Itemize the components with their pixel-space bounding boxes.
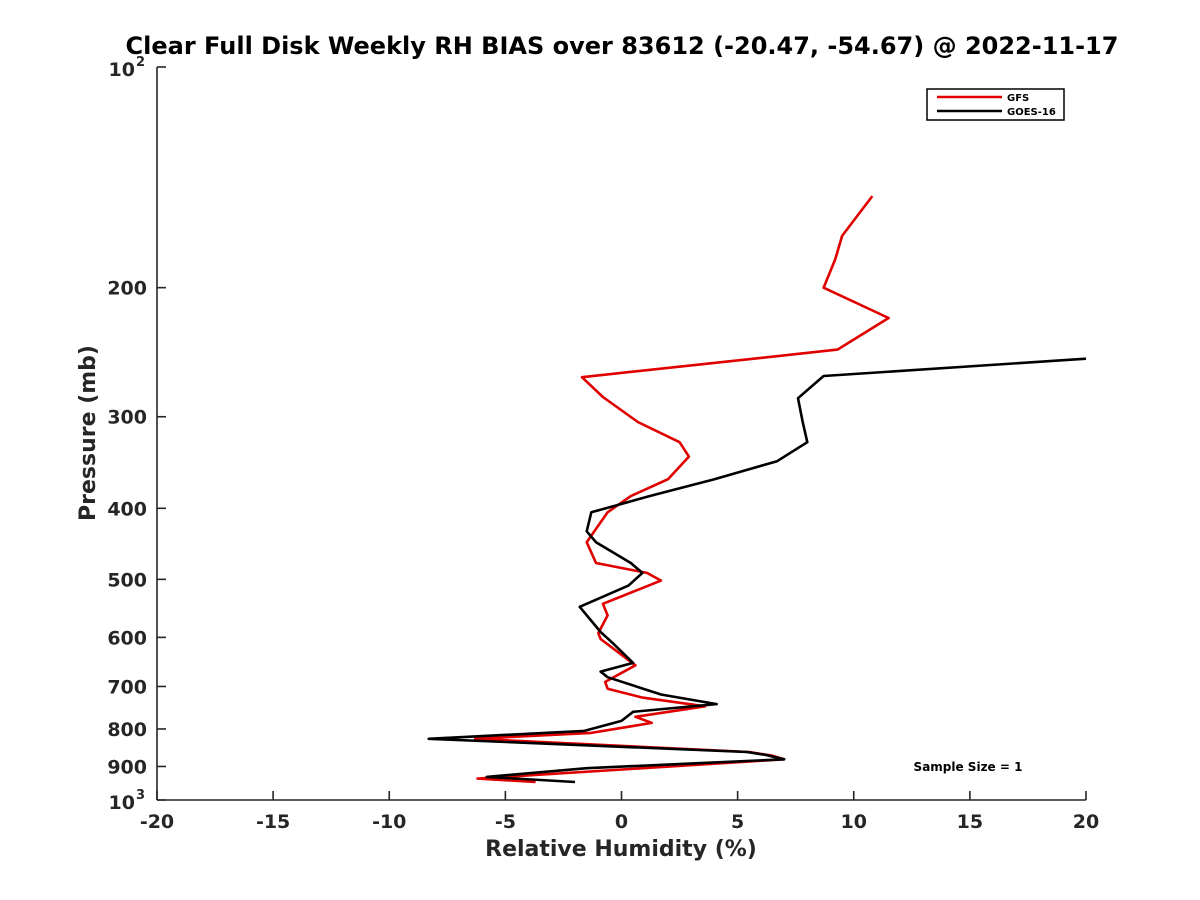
- y-tick-label: 900: [107, 756, 147, 778]
- x-tick-label: 10: [841, 811, 867, 833]
- x-tick-label: -20: [140, 811, 174, 833]
- series-layer: [427, 195, 1087, 784]
- chart-title: Clear Full Disk Weekly RH BIAS over 8361…: [126, 32, 1119, 60]
- x-tick-label: -15: [256, 811, 290, 833]
- y-tick-label: 700: [107, 676, 147, 698]
- y-axis-label: Pressure (mb): [76, 345, 101, 521]
- x-tick-label: 5: [731, 811, 744, 833]
- y-tick-label: 200: [107, 278, 147, 300]
- y-tick-label-exponent: 2: [136, 55, 145, 70]
- series-line-goes16: [427, 357, 1087, 784]
- legend-label-gfs: GFS: [1007, 93, 1029, 104]
- sample-size-annotation: Sample Size = 1: [914, 760, 1023, 774]
- x-tick-label: -10: [372, 811, 406, 833]
- y-tick-label: 500: [107, 569, 147, 591]
- x-tick-label: -5: [495, 811, 516, 833]
- x-tick-label: 0: [615, 811, 628, 833]
- x-tick-label: 20: [1073, 811, 1099, 833]
- y-tick-label: 10: [109, 792, 135, 814]
- y-tick-label-exponent: 3: [136, 788, 145, 803]
- series-line-gfs: [473, 195, 890, 784]
- x-axis-label: Relative Humidity (%): [485, 837, 757, 862]
- legend-box: [926, 88, 1065, 121]
- y-tick-label: 800: [107, 719, 147, 741]
- y-tick-label: 300: [107, 407, 147, 429]
- y-tick-label: 10: [109, 59, 135, 81]
- y-tick-label: 600: [107, 627, 147, 649]
- y-tick-label: 400: [107, 498, 147, 520]
- legend-label-goes16: GOES-16: [1007, 107, 1056, 118]
- legend: GFS GOES-16: [926, 88, 1065, 121]
- axes: [156, 66, 1087, 801]
- x-tick-label: 15: [957, 811, 983, 833]
